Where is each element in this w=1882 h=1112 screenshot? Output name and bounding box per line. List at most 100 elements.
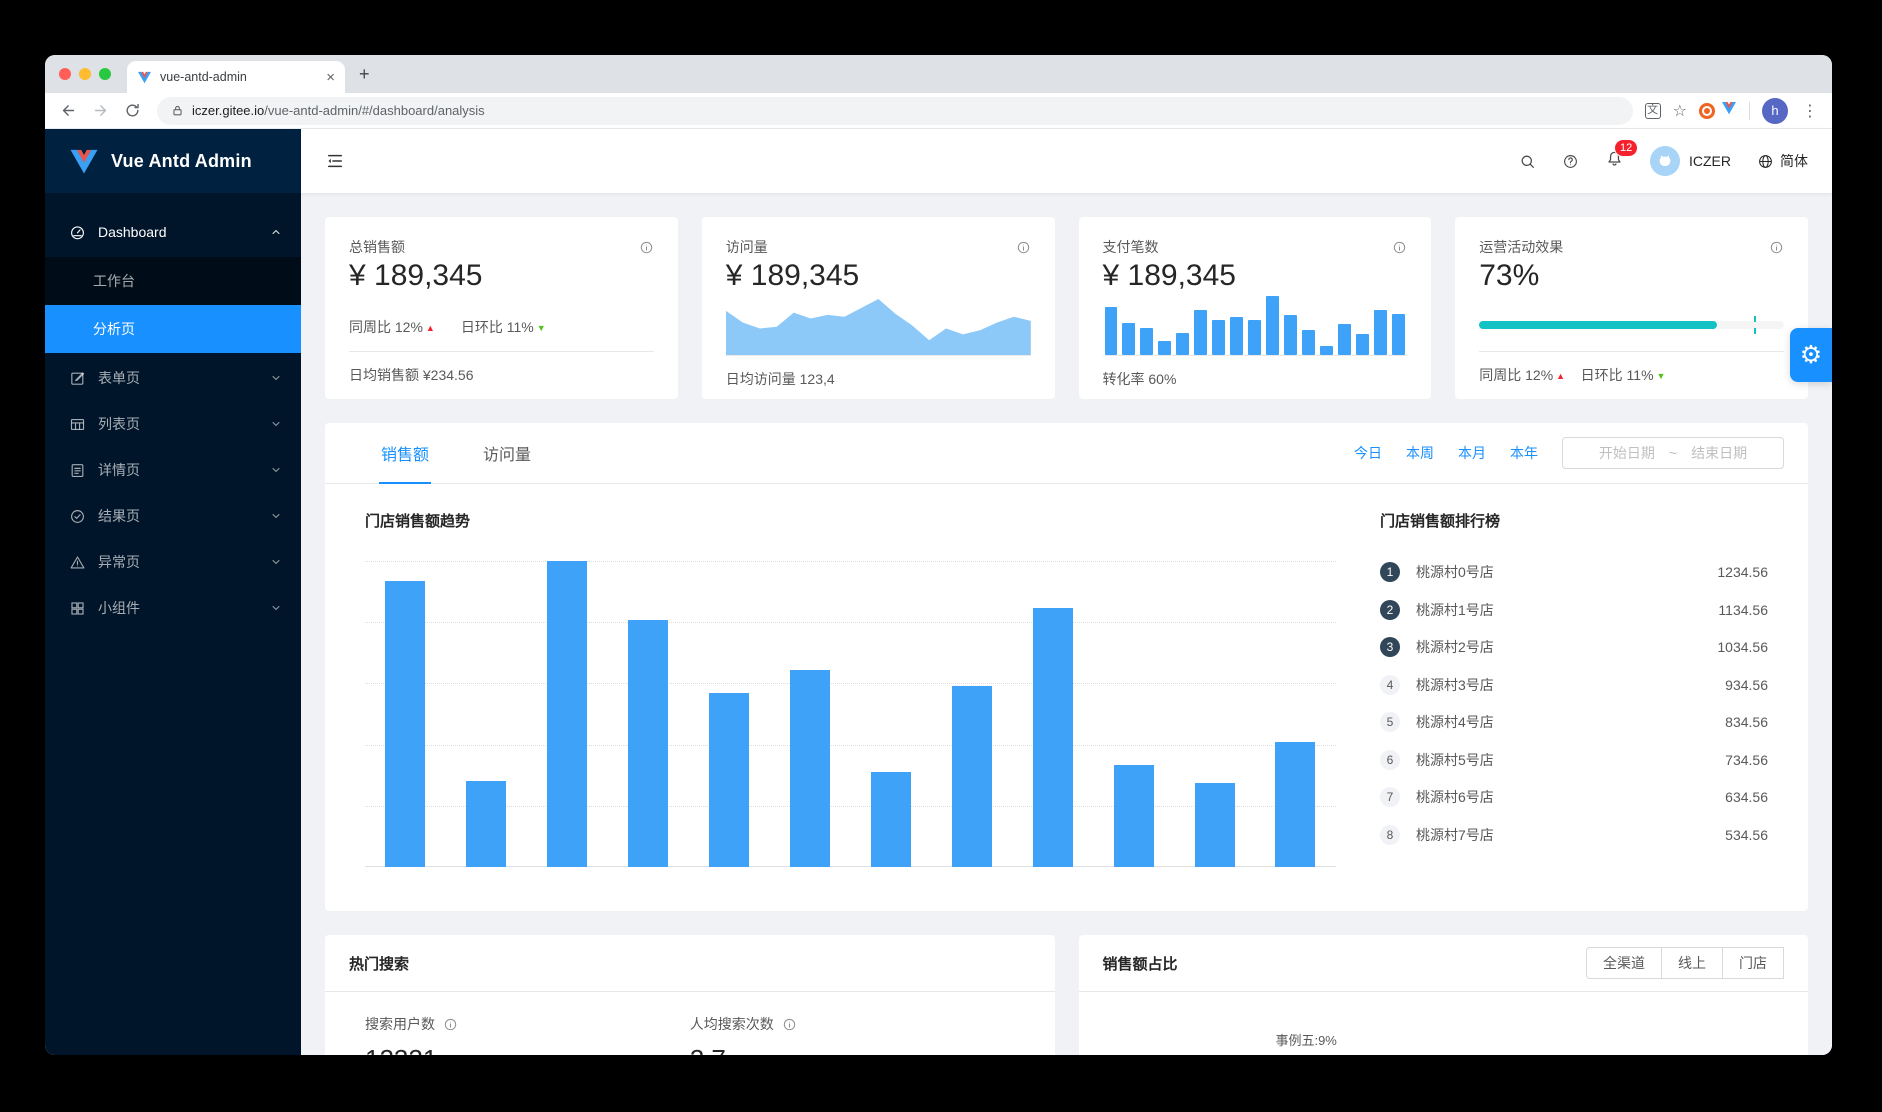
mini-bar — [1356, 333, 1370, 355]
mini-bar — [1230, 316, 1244, 355]
address-bar[interactable]: iczer.gitee.io/vue-antd-admin/#/dashboar… — [157, 96, 1633, 125]
sidebar-item-dashboard[interactable]: Dashboard — [45, 211, 301, 253]
zoom-window-button[interactable] — [99, 68, 111, 80]
date-end-placeholder[interactable]: 结束日期 — [1691, 445, 1748, 461]
mini-bar — [1122, 322, 1136, 355]
bookmark-star-icon[interactable]: ☆ — [1672, 102, 1687, 120]
browser-menu-icon[interactable]: ⋮ — [1802, 102, 1818, 120]
main-area: 12 ICZER 简体 — [301, 129, 1832, 1055]
translate-icon[interactable]: 文 — [1644, 102, 1661, 119]
info-icon[interactable] — [1769, 240, 1784, 255]
sidebar-item[interactable]: 小组件 — [45, 587, 301, 629]
reload-button[interactable] — [119, 98, 145, 124]
info-icon[interactable] — [1016, 240, 1031, 255]
url-path: /vue-antd-admin/#/dashboard/analysis — [264, 103, 485, 118]
tab[interactable]: 销售额 — [361, 423, 449, 484]
tab-label: 销售额 — [381, 447, 430, 464]
ranking-row: 5 桃源村4号店 834.56 — [1380, 709, 1768, 735]
url-domain: iczer.gitee.io — [192, 103, 265, 118]
quick-filter-link[interactable]: 今日 — [1354, 445, 1382, 461]
forward-button[interactable] — [87, 98, 113, 124]
store-name: 桃源村1号店 — [1416, 601, 1494, 618]
minimize-window-button[interactable] — [79, 68, 91, 80]
store-name: 桃源村3号店 — [1416, 676, 1494, 693]
quick-filter-link[interactable]: 本周 — [1406, 445, 1434, 461]
store-value: 734.56 — [1725, 751, 1768, 768]
chevron-up-icon — [269, 225, 283, 239]
store-name: 桃源村6号店 — [1416, 789, 1494, 805]
info-icon[interactable] — [639, 240, 654, 255]
mini-bar — [1266, 296, 1280, 355]
close-window-button[interactable] — [59, 68, 71, 80]
sidebar-item[interactable]: 表单页 — [45, 357, 301, 399]
browser-profile-avatar[interactable]: h — [1762, 97, 1788, 124]
sidebar-logo[interactable]: Vue Antd Admin — [45, 129, 301, 193]
app-root: Vue Antd Admin Dashboard 工作台 分析页 — [45, 129, 1832, 1055]
sidebar-item-label: 表单页 — [98, 370, 140, 386]
globe-icon — [1757, 153, 1774, 170]
sidebar-item[interactable]: 详情页 — [45, 449, 301, 491]
new-tab-button[interactable]: + — [359, 63, 370, 84]
mini-bar — [1338, 324, 1352, 355]
sidebar-subitem[interactable]: 分析页 — [45, 305, 301, 353]
language-switcher[interactable]: 简体 — [1757, 151, 1808, 171]
ranking-row: 6 桃源村5号店 734.56 — [1380, 747, 1768, 773]
ranking-row: 3 桃源村2号店 1034.56 — [1380, 634, 1768, 660]
quick-filter-link[interactable]: 本月 — [1458, 445, 1486, 461]
search-users-value: 12321 — [365, 1044, 437, 1055]
bar — [789, 669, 830, 867]
date-start-placeholder[interactable]: 开始日期 — [1598, 445, 1655, 461]
store-value: 634.56 — [1725, 789, 1768, 805]
sidebar-item[interactable]: 结果页 — [45, 495, 301, 537]
rank-badge: 3 — [1380, 637, 1400, 657]
sidebar-subitem[interactable]: 工作台 — [45, 257, 301, 305]
progress-fill — [1479, 321, 1717, 329]
info-icon[interactable] — [443, 1017, 458, 1032]
sidebar-subitem-label: 工作台 — [93, 273, 135, 289]
mini-bar — [1104, 306, 1118, 355]
card-footer: 转化率 60% — [1102, 355, 1408, 403]
quick-filter-link[interactable]: 本年 — [1510, 445, 1538, 461]
channel-button[interactable]: 全渠道 — [1586, 947, 1662, 979]
mini-bar — [1392, 314, 1406, 355]
info-icon[interactable] — [782, 1017, 797, 1032]
help-icon[interactable] — [1562, 153, 1579, 170]
rank-badge: 4 — [1380, 674, 1400, 695]
store-sales-trend-title: 门店销售额趋势 — [365, 513, 471, 530]
card-title: 访问量 — [725, 239, 768, 255]
header-actions: 12 ICZER 简体 — [1519, 139, 1808, 176]
back-icon — [60, 102, 77, 119]
tab[interactable]: 访问量 — [463, 423, 551, 483]
card-activity: 运营活动效果 73% — [1455, 217, 1808, 399]
sidebar-item[interactable]: 列表页 — [45, 403, 301, 445]
user-menu[interactable]: ICZER — [1650, 146, 1731, 176]
sidebar: Vue Antd Admin Dashboard 工作台 分析页 — [45, 129, 301, 1055]
channel-button[interactable]: 门店 — [1722, 947, 1784, 979]
sidebar-item[interactable]: 异常页 — [45, 541, 301, 583]
menu-fold-icon[interactable] — [325, 151, 345, 171]
card-footer: 日均访问量 123,4 — [725, 355, 1031, 403]
tab-close-icon[interactable]: × — [326, 68, 335, 86]
channel-button[interactable]: 线上 — [1661, 947, 1723, 979]
info-icon[interactable] — [1392, 240, 1407, 255]
store-value: 934.56 — [1725, 676, 1768, 693]
browser-tab[interactable]: vue-antd-admin × — [127, 61, 345, 93]
card-title: 支付笔数 — [1102, 239, 1159, 255]
date-range-picker[interactable]: 开始日期 ~ 结束日期 — [1562, 437, 1784, 469]
search-users-metric: 搜索用户数 12321 71.2▲ — [365, 1014, 690, 1055]
dashboard-submenu: 工作台 分析页 — [45, 257, 301, 353]
settings-gear-button[interactable]: ⚙ — [1790, 328, 1832, 382]
extension-icon[interactable] — [1699, 102, 1715, 119]
check-icon — [69, 508, 86, 525]
trend-row: 同周比 12% ▲ 日环比 11% ▼ — [349, 319, 546, 335]
chevron-down-icon — [269, 555, 283, 569]
notification-bell[interactable]: 12 — [1605, 139, 1639, 173]
bar — [870, 771, 911, 867]
mini-bar — [1248, 320, 1262, 355]
search-icon[interactable] — [1519, 153, 1536, 170]
back-button[interactable] — [55, 98, 81, 124]
visits-area-chart — [725, 299, 1031, 355]
ranking-row: 1 桃源村0号店 1234.56 — [1380, 559, 1768, 585]
sidebar-item-label: 小组件 — [98, 600, 140, 616]
vue-devtools-icon[interactable] — [1721, 101, 1737, 120]
